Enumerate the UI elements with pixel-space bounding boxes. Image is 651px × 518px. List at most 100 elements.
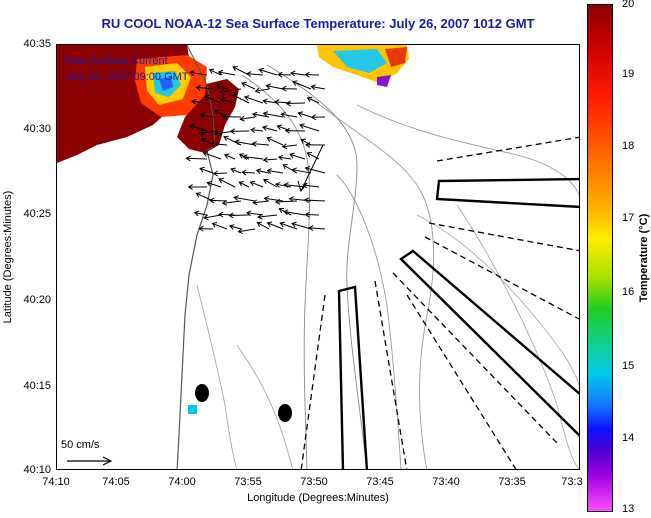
- arrow-icon: [266, 137, 284, 146]
- current-title: Raw Surface Current: [65, 55, 168, 67]
- arrow-icon: [210, 199, 228, 202]
- arrow-icon: [200, 114, 214, 118]
- arrow-icon: [223, 135, 229, 141]
- y-tick-label: 40:10: [23, 464, 51, 476]
- arrow-icon: [261, 125, 268, 131]
- arrow-icon: [219, 213, 236, 216]
- arrow-icon: [300, 144, 324, 192]
- arrow-icon: [198, 129, 205, 136]
- arrow-icon: [263, 178, 269, 184]
- sst-patch-top-red: [385, 47, 407, 67]
- colorbar-tick: 15: [622, 360, 635, 372]
- arrow-icon: [304, 71, 310, 78]
- arrow-icon: [196, 86, 214, 90]
- arrow-icon: [304, 199, 326, 202]
- arrow-icon: [218, 178, 224, 184]
- arrow-icon: [267, 222, 284, 230]
- arrow-icon: [283, 182, 289, 188]
- arrow-icon: [217, 69, 224, 76]
- x-tick-label: 74:05: [102, 476, 130, 488]
- arrow-icon: [282, 144, 298, 148]
- arrow-icon: [309, 227, 326, 230]
- arrow-icon: [286, 102, 306, 105]
- lane-box: [435, 177, 579, 209]
- arrow-icon: [199, 167, 214, 174]
- arrow-icon: [218, 178, 236, 188]
- arrow-icon: [266, 136, 272, 142]
- x-axis-label: Longitude (Degrees:Minutes): [247, 492, 389, 504]
- sst-patch-top-purple: [377, 75, 391, 87]
- arrow-icon: [246, 210, 252, 217]
- arrow-icon: [224, 154, 236, 160]
- arrow-icon: [263, 158, 278, 161]
- colorbar-label: Temperature (°C): [638, 213, 650, 303]
- arrow-icon: [246, 71, 252, 77]
- arrow-icon: [212, 222, 228, 230]
- arrow-icon: [299, 123, 305, 129]
- arrow-icon: [305, 142, 311, 148]
- arrow-icon: [263, 112, 284, 118]
- x-tick-label: 73:55: [234, 476, 262, 488]
- arrow-icon: [274, 198, 281, 205]
- x-tick-label: 74:00: [168, 476, 196, 488]
- colorbar-tick: 13: [622, 503, 635, 515]
- arrow-icon: [220, 98, 236, 104]
- arrow-icon: [297, 111, 304, 117]
- arrow-icon: [194, 212, 208, 216]
- arrow-icon: [198, 225, 204, 232]
- arrow-icon: [288, 196, 294, 202]
- arrow-icon: [275, 200, 298, 203]
- arrow-icon: [305, 167, 326, 174]
- arrow-icon: [310, 114, 316, 121]
- arrow-icon: [292, 80, 298, 86]
- arrow-icon: [280, 111, 286, 118]
- arrow-icon: [193, 210, 200, 217]
- arrow-icon: [278, 207, 285, 214]
- arrow-icon: [275, 183, 292, 188]
- arrow-icon: [256, 221, 263, 227]
- depth-contour: [356, 104, 579, 197]
- arrow-icon: [249, 180, 256, 187]
- depth-contour: [456, 204, 579, 469]
- arrow-icon: [232, 66, 238, 72]
- depth-contour: [196, 284, 237, 469]
- arrow-icon: [274, 99, 280, 106]
- arrow-icon: [219, 97, 226, 104]
- arrow-icon: [188, 123, 195, 130]
- arrow-icon: [284, 184, 306, 188]
- arrow-icon: [229, 225, 242, 230]
- depth-contour: [266, 64, 368, 469]
- depth-contour: [241, 74, 310, 469]
- arrow-icon: [208, 68, 215, 74]
- colorbar: [587, 4, 613, 512]
- arrow-icon: [219, 88, 225, 95]
- arrow-icon: [279, 221, 285, 228]
- arrow-icon: [238, 181, 244, 187]
- arrow-icon: [252, 143, 270, 146]
- colorbar-tick: 16: [622, 286, 635, 298]
- arrow-icon: [282, 164, 288, 170]
- arrow-icon: [257, 213, 263, 220]
- colorbar-tick: 20: [622, 0, 635, 10]
- arrow-icon: [263, 100, 278, 104]
- arrow-icon: [187, 184, 193, 190]
- map-plot[interactable]: Raw Surface Current July 26, 2007 09:00 …: [56, 44, 580, 470]
- arrow-icon: [306, 96, 313, 103]
- arrow-icon: [219, 88, 242, 93]
- arrow-icon: [290, 72, 306, 76]
- arrow-icon: [251, 111, 258, 118]
- arrow-icon: [213, 172, 228, 175]
- arrow-icon: [265, 83, 272, 90]
- arrow-icon: [251, 141, 257, 147]
- current-vectors: [185, 66, 326, 235]
- arrow-icon: [262, 156, 269, 163]
- arrow-icon: [257, 222, 270, 230]
- arrow-icon: [266, 85, 284, 90]
- arrow-icon: [262, 111, 269, 117]
- arrow-icon: [243, 156, 264, 160]
- colorbar-tick: 17: [622, 212, 635, 224]
- buoy-cyan-marker: [188, 405, 197, 414]
- arrow-icon: [199, 166, 205, 173]
- arrow-icon: [189, 124, 208, 132]
- arrow-icon: [234, 196, 256, 202]
